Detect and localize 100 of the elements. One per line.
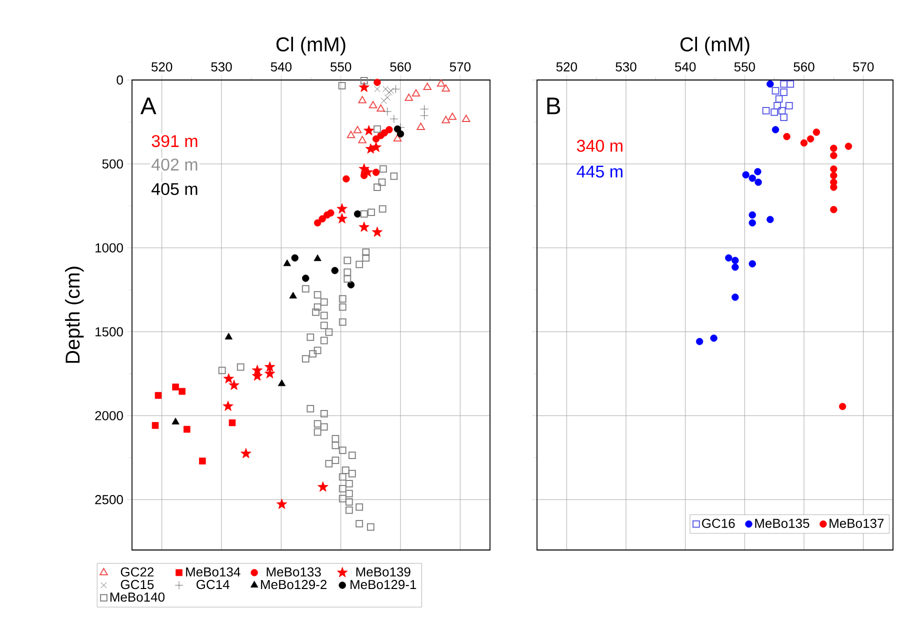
point (347, 281, 355, 288)
point (338, 303, 346, 311)
point (830, 152, 838, 160)
point (748, 219, 756, 226)
y-tick-label: 2500 (95, 495, 123, 504)
point (362, 166, 374, 177)
point (345, 498, 353, 506)
point (384, 94, 390, 100)
point (806, 135, 814, 143)
point (358, 136, 366, 144)
point (366, 523, 374, 531)
point (436, 79, 446, 87)
point (306, 404, 314, 412)
point (368, 208, 375, 216)
point (314, 303, 322, 311)
legend-label: MeBo133 (266, 567, 321, 577)
point (199, 458, 206, 464)
point (830, 165, 838, 173)
point (364, 125, 374, 136)
point (356, 520, 364, 528)
point (360, 210, 368, 218)
point (320, 423, 328, 431)
legend-label: MeBo140 (110, 592, 165, 602)
point (302, 285, 310, 293)
point (754, 168, 762, 176)
point (725, 254, 732, 262)
point (390, 172, 398, 180)
point (374, 125, 381, 133)
point (742, 171, 750, 178)
annotation: B (547, 98, 560, 114)
point (383, 107, 392, 116)
point (320, 410, 328, 418)
y-tick-label: 1500 (96, 327, 123, 336)
point (393, 134, 402, 142)
point (283, 259, 291, 266)
point (332, 456, 340, 464)
point (423, 82, 432, 90)
point (830, 172, 838, 180)
legend-label: MeBo137 (830, 518, 884, 528)
point (172, 384, 179, 390)
point (774, 102, 781, 110)
point (314, 346, 322, 354)
point (327, 209, 334, 217)
point (312, 308, 320, 316)
point (374, 78, 381, 86)
point (332, 435, 340, 442)
point (442, 84, 450, 92)
point (376, 104, 385, 112)
point (762, 107, 770, 114)
point (356, 503, 364, 511)
point (830, 184, 838, 191)
point (218, 366, 226, 374)
x-tick-label: 540 (270, 62, 292, 72)
point (184, 426, 190, 433)
legend-label: MeBo135 (755, 518, 810, 528)
point (338, 295, 346, 303)
point (348, 452, 356, 460)
point (338, 473, 346, 481)
point (236, 363, 244, 371)
point (152, 422, 159, 429)
point (338, 318, 346, 326)
point (289, 292, 297, 298)
point (748, 211, 756, 219)
point (374, 184, 381, 191)
point (732, 264, 739, 271)
x-tick-label: 560 (390, 62, 411, 72)
x-tick-label: 550 (330, 62, 352, 72)
point (766, 80, 774, 88)
point (302, 355, 310, 363)
point (766, 216, 774, 224)
point (358, 222, 370, 232)
point (372, 226, 383, 237)
annotation: 391 m (152, 135, 198, 148)
point (696, 338, 704, 346)
y-tick-label: 2000 (95, 411, 123, 420)
point (325, 460, 333, 468)
point (264, 361, 276, 372)
point (338, 485, 346, 492)
point (278, 379, 286, 386)
point (336, 213, 348, 224)
point (394, 125, 402, 133)
point (354, 210, 362, 218)
x-tick-label: 570 (450, 62, 471, 72)
point (380, 98, 387, 104)
point (222, 400, 234, 411)
point (346, 130, 356, 138)
annotation: 445 m (576, 166, 622, 178)
point (732, 294, 739, 301)
point (338, 494, 346, 502)
point (780, 80, 788, 88)
x-tick-label: 520 (556, 62, 578, 72)
x-tick-label: 520 (152, 62, 172, 72)
legend-label: GC16 (702, 518, 735, 528)
point (462, 114, 470, 122)
legend-label: MeBo129-1 (350, 580, 416, 590)
y-axis-title: Depth (cm) (65, 266, 84, 363)
y-tick-label: 1000 (96, 243, 123, 252)
point (390, 114, 398, 124)
point (172, 418, 180, 424)
point (223, 373, 234, 384)
